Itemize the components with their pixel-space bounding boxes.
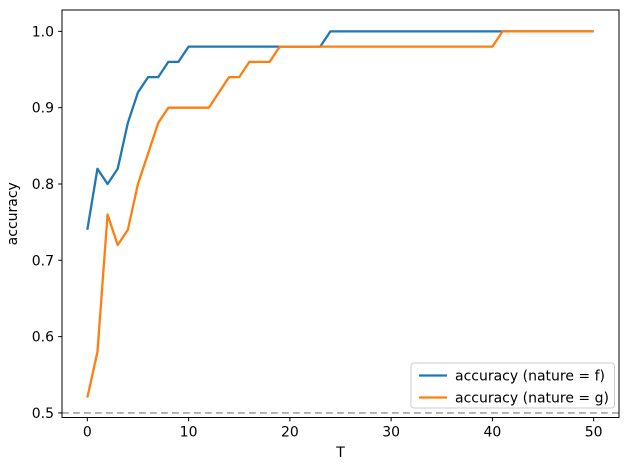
series-line-nature-f xyxy=(86,30,594,230)
x-tick-label: 10 xyxy=(180,425,198,441)
y-tick-label: 1.0 xyxy=(32,24,54,40)
y-tick-label: 0.7 xyxy=(32,253,54,269)
y-tick-label: 0.5 xyxy=(32,406,54,422)
x-tick-label: 30 xyxy=(382,425,400,441)
y-axis-label: accuracy xyxy=(5,182,21,245)
plot-area-border xyxy=(61,9,620,418)
legend-box xyxy=(410,362,615,409)
x-tick-label: 50 xyxy=(585,425,603,441)
legend: accuracy (nature = f) accuracy (nature = … xyxy=(410,362,615,409)
legend-label-nature-f: accuracy (nature = f) xyxy=(455,369,605,385)
series-line-nature-g xyxy=(86,30,594,398)
x-axis-label: T xyxy=(335,445,345,461)
x-tick-label: 20 xyxy=(281,425,299,441)
y-tick-label: 0.8 xyxy=(32,177,54,193)
x-tick-label: 0 xyxy=(83,425,92,441)
x-tick-label: 40 xyxy=(483,425,501,441)
y-tick-label: 0.9 xyxy=(32,101,54,117)
legend-label-nature-g: accuracy (nature = g) xyxy=(455,391,609,407)
y-tick-label: 0.6 xyxy=(32,330,54,346)
